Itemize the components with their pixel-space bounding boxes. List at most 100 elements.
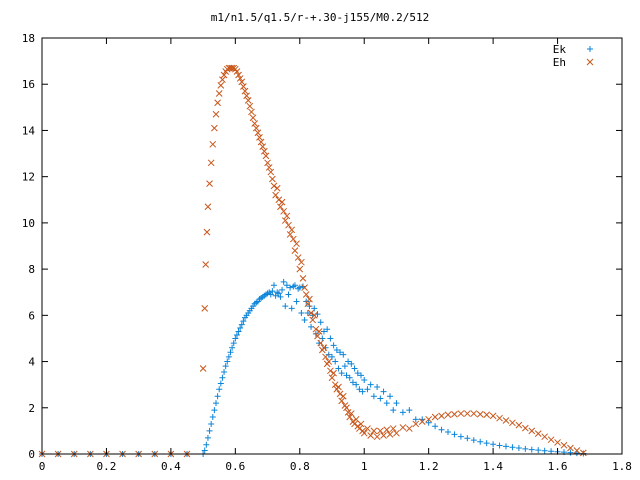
- data-point-ek: [280, 278, 287, 285]
- data-point-ek: [364, 386, 371, 393]
- data-point-eh: [457, 410, 465, 417]
- chart-title: m1/n1.5/q1.5/r-+.30-j155/M0.2/512: [211, 11, 430, 24]
- data-point-ek: [515, 444, 522, 451]
- data-point-eh: [204, 203, 212, 211]
- data-point-eh: [560, 441, 568, 449]
- data-point-eh: [202, 261, 210, 268]
- data-point-eh: [251, 120, 259, 127]
- data-point-ek: [271, 282, 277, 289]
- data-point-eh: [203, 228, 211, 236]
- data-point-eh: [293, 240, 300, 248]
- data-point-ek: [412, 416, 419, 423]
- y-tick-label: 4: [28, 356, 35, 369]
- y-tick-label: 0: [28, 448, 35, 461]
- data-point-eh: [201, 305, 209, 312]
- data-point-ek: [348, 360, 355, 367]
- data-point-eh: [322, 353, 329, 361]
- data-point-eh: [219, 76, 226, 83]
- data-point-eh: [438, 412, 445, 420]
- data-point-eh: [259, 143, 267, 150]
- data-point-ek: [235, 328, 242, 335]
- data-point-ek: [293, 298, 300, 305]
- data-point-eh: [265, 164, 273, 171]
- data-point-eh: [431, 413, 439, 421]
- data-point-eh: [346, 413, 354, 421]
- data-point-ek: [204, 434, 211, 441]
- data-point-eh: [335, 383, 342, 391]
- data-point-ek: [275, 290, 282, 297]
- y-tick-label: 14: [22, 124, 36, 137]
- data-point-ek: [203, 441, 210, 448]
- data-point-eh: [325, 358, 333, 365]
- data-point-eh: [269, 175, 276, 183]
- data-point-ek: [233, 331, 240, 338]
- data-point-ek: [535, 447, 542, 454]
- data-point-ek: [380, 388, 387, 395]
- data-point-eh: [304, 300, 312, 308]
- data-point-ek: [288, 305, 295, 312]
- data-point-eh: [209, 140, 217, 148]
- data-point-ek: [548, 448, 555, 455]
- y-tick-label: 18: [22, 32, 35, 45]
- data-point-ek: [279, 286, 286, 293]
- data-point-ek: [383, 400, 390, 407]
- data-point-eh: [254, 129, 262, 137]
- data-point-eh: [399, 424, 407, 431]
- data-point-ek: [367, 381, 374, 388]
- data-point-ek: [237, 325, 244, 332]
- data-point-eh: [331, 381, 339, 389]
- data-point-eh: [412, 420, 420, 428]
- data-point-eh: [373, 433, 381, 441]
- data-point-eh: [301, 284, 308, 291]
- data-point-ek: [298, 310, 305, 317]
- data-point-ek: [370, 393, 377, 400]
- data-point-ek: [209, 414, 216, 421]
- data-point-eh: [243, 92, 250, 100]
- data-point-ek: [214, 393, 221, 400]
- data-point-ek: [337, 349, 344, 356]
- data-point-ek: [335, 365, 342, 372]
- data-point-ek: [393, 400, 400, 407]
- data-point-ek: [490, 441, 497, 448]
- data-point-ek: [451, 431, 458, 438]
- data-point-eh: [509, 419, 516, 427]
- data-point-ek: [227, 349, 234, 356]
- data-point-ek: [267, 291, 274, 298]
- data-point-ek: [387, 393, 393, 400]
- data-point-eh: [320, 344, 328, 352]
- data-point-eh: [367, 432, 375, 439]
- data-point-eh: [212, 110, 220, 118]
- data-point-ek: [445, 429, 451, 436]
- data-point-ek: [282, 303, 289, 310]
- data-point-ek: [438, 426, 445, 433]
- data-point-eh: [309, 316, 317, 324]
- data-point-ek: [399, 409, 406, 416]
- data-point-eh: [280, 207, 288, 215]
- data-point-ek: [509, 444, 516, 451]
- data-point-ek: [457, 433, 464, 440]
- data-point-ek: [269, 288, 276, 295]
- data-point-eh: [534, 430, 542, 438]
- data-point-eh: [277, 203, 284, 211]
- data-point-eh: [386, 431, 394, 438]
- data-point-eh: [339, 392, 347, 400]
- data-point-eh: [244, 97, 252, 104]
- data-point-ek: [272, 292, 279, 299]
- data-point-ek: [238, 321, 245, 328]
- data-point-eh: [257, 138, 265, 146]
- data-point-eh: [235, 71, 242, 79]
- data-point-ek: [483, 440, 490, 447]
- data-point-ek: [338, 370, 345, 377]
- data-point-eh: [489, 412, 497, 420]
- data-point-eh: [554, 439, 561, 446]
- data-point-eh: [357, 420, 365, 428]
- data-point-eh: [262, 152, 270, 160]
- data-point-eh: [299, 275, 307, 282]
- data-point-eh: [383, 426, 391, 434]
- data-point-eh: [376, 427, 384, 435]
- data-point-ek: [216, 386, 223, 393]
- data-point-eh: [206, 180, 213, 187]
- data-point-ek: [325, 351, 332, 358]
- data-point-eh: [215, 90, 223, 97]
